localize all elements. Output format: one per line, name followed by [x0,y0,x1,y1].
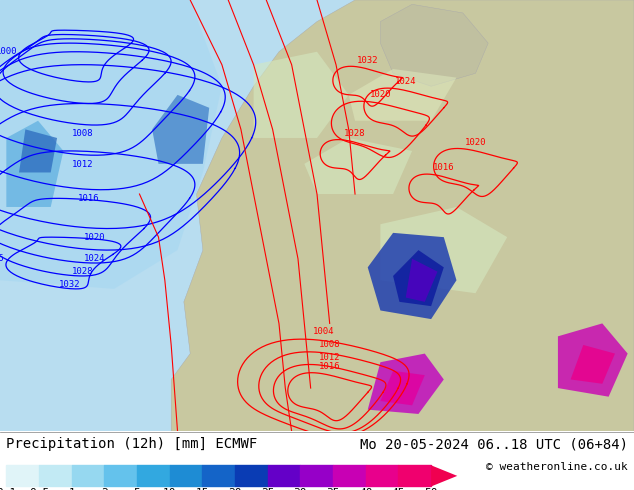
Polygon shape [571,345,615,384]
Text: 1020: 1020 [370,90,391,99]
Bar [137,466,170,487]
Text: Mo 20-05-2024 06..18 UTC (06+84): Mo 20-05-2024 06..18 UTC (06+84) [359,437,628,451]
Polygon shape [368,233,456,319]
Text: 1028: 1028 [72,268,93,276]
Text: 10: 10 [163,488,176,490]
Text: 1032: 1032 [357,56,378,65]
Bar [235,466,268,487]
Polygon shape [558,323,628,397]
Text: 1008: 1008 [72,129,93,138]
Text: 1032: 1032 [59,280,81,289]
Polygon shape [368,354,444,414]
Polygon shape [152,95,209,164]
Text: 1036: 1036 [0,254,4,263]
Polygon shape [380,4,488,86]
Text: © weatheronline.co.uk: © weatheronline.co.uk [486,462,628,472]
Text: 2: 2 [101,488,108,490]
Text: 30: 30 [294,488,307,490]
Text: 0.5: 0.5 [29,488,49,490]
Polygon shape [431,466,457,487]
Text: 1016: 1016 [433,164,455,172]
Text: 1012: 1012 [72,160,93,169]
Text: 40: 40 [359,488,373,490]
Polygon shape [254,52,349,138]
Text: 35: 35 [327,488,340,490]
Text: 15: 15 [196,488,209,490]
Bar [202,466,235,487]
Polygon shape [406,259,437,302]
Bar [333,466,366,487]
Text: 0.1: 0.1 [0,488,16,490]
Bar [301,466,333,487]
Bar [366,466,398,487]
Text: 1016: 1016 [78,194,100,203]
Text: 25: 25 [261,488,275,490]
Bar [6,466,39,487]
Text: Precipitation (12h) [mm] ECMWF: Precipitation (12h) [mm] ECMWF [6,437,257,451]
Text: 1000: 1000 [0,47,17,56]
Bar [268,466,301,487]
Text: 1028: 1028 [344,129,366,138]
Text: 1008: 1008 [319,340,340,349]
Bar [72,466,105,487]
Text: 1004: 1004 [313,327,334,336]
Polygon shape [19,129,57,172]
Polygon shape [0,0,222,289]
Text: 1020: 1020 [84,233,106,242]
Text: 50: 50 [424,488,438,490]
Text: 45: 45 [392,488,405,490]
Polygon shape [304,138,412,194]
Text: 1016: 1016 [319,362,340,371]
Bar [398,466,431,487]
Text: 1024: 1024 [84,254,106,264]
Polygon shape [380,207,507,293]
Text: 5: 5 [134,488,140,490]
Text: 1020: 1020 [465,138,486,147]
Bar [170,466,202,487]
Text: 1012: 1012 [319,353,340,362]
Bar [39,466,72,487]
Polygon shape [349,69,456,121]
Text: 1024: 1024 [395,77,417,86]
Text: 1: 1 [68,488,75,490]
Bar [105,466,137,487]
Text: 20: 20 [228,488,242,490]
Polygon shape [393,250,444,306]
Polygon shape [6,121,63,207]
Polygon shape [380,371,425,405]
Polygon shape [171,0,634,431]
